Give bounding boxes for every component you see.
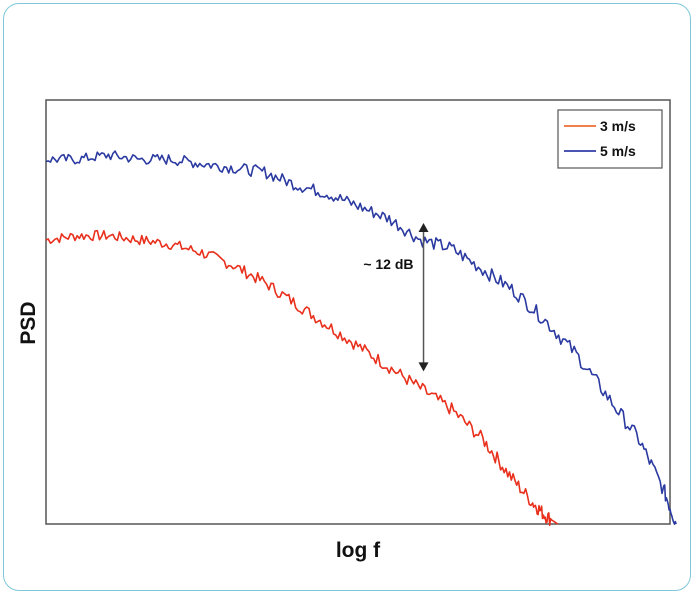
annotation-arrowhead-bottom (418, 362, 429, 372)
annotation-label: ~ 12 dB (363, 256, 413, 272)
legend-label-5ms: 5 m/s (600, 143, 636, 159)
plot-area-frame (45, 99, 671, 525)
y-axis-label: PSD (17, 301, 40, 344)
annotation-arrowhead-top (418, 222, 429, 232)
legend-box (557, 109, 663, 169)
legend: 3 m/s 5 m/s (557, 109, 663, 169)
annotation-layer: ~ 12 dB (363, 222, 429, 372)
series-line-3-m-s (45, 229, 559, 527)
series-line-5-m-s (45, 150, 677, 525)
legend-label-3ms: 3 m/s (600, 118, 636, 134)
x-axis-label: log f (336, 539, 381, 562)
series-layer (45, 150, 677, 527)
